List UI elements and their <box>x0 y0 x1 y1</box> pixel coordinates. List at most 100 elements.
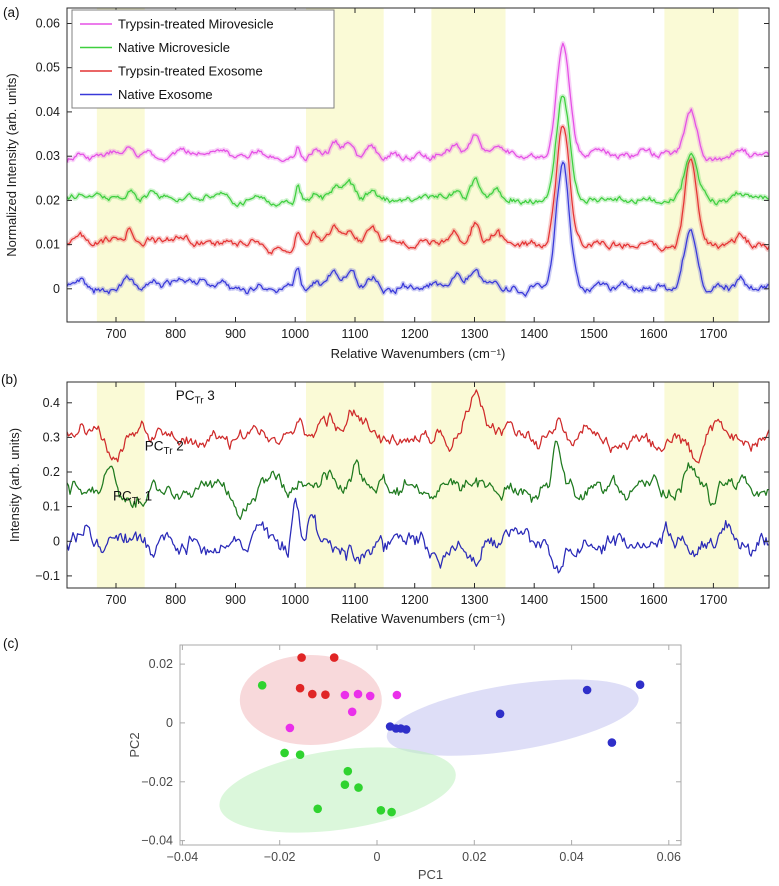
scatter-point-native-microvesicle <box>387 807 396 817</box>
scatter-point-native-microvesicle <box>343 766 353 776</box>
legend-label-trypsin-treated-mirovesicle: Trypsin-treated Mirovesicle <box>118 17 274 32</box>
x-tick-label: 0.06 <box>657 850 681 864</box>
y-tick-label: 0 <box>53 534 60 548</box>
legend: Trypsin-treated Mirovesicle Native Microv… <box>71 9 335 109</box>
x-tick-label: 0.04 <box>559 850 583 864</box>
y-tick-label: 0.02 <box>149 657 173 671</box>
x-axis-label: PC1 <box>418 867 443 882</box>
panel-pc-loadings: 700 800 900 1000 1100 1200 1300 1400 1500 1600 170… <box>7 381 770 626</box>
y-tick-label: 0.05 <box>36 61 60 75</box>
scatter-point-trypsin-treated-microvesicle <box>392 690 402 700</box>
highlight-band <box>664 8 739 322</box>
highlight-band <box>431 8 506 322</box>
y-tick-label: 0.04 <box>36 105 60 119</box>
pc-label-1: PCTr 3 <box>176 388 215 407</box>
plot-box <box>66 381 770 589</box>
plot-box <box>66 7 770 323</box>
x-tick-label: −0.02 <box>264 850 296 864</box>
x-tick-label: 1100 <box>342 593 369 607</box>
scatter-point-trypsin-treated-microvesicle <box>340 690 350 700</box>
x-tick-label: 1300 <box>461 593 489 607</box>
x-tick-label: 900 <box>225 593 246 607</box>
x-tick-label: 1500 <box>580 327 608 341</box>
scatter-point-native-microvesicle <box>313 804 323 814</box>
scatter-point-native-microvesicle <box>280 748 289 758</box>
scatter-point-trypsin-treated-exosome <box>321 690 330 699</box>
legend-label-native-microvesicle: Native Microvesicle <box>118 40 230 55</box>
plot-box <box>179 644 682 846</box>
scatter-point-native-microvesicle <box>295 750 305 759</box>
cluster-ellipse-native-microvesicle-cluster <box>219 747 456 833</box>
y-tick-label: 0 <box>166 716 173 730</box>
scatter-point-native-microvesicle <box>340 780 350 789</box>
scatter-point-trypsin-treated-microvesicle <box>353 689 363 699</box>
y-axis-label: PC2 <box>127 732 142 757</box>
x-tick-label: 1700 <box>699 593 727 607</box>
panel-c-pca-scatter-chart: −0.04 −0.02 0 0.02 0.04 0.06 −0.04 −0.02 0 0.02 PC… <box>127 644 682 882</box>
highlight-band <box>431 382 506 588</box>
panel-a-spectra-chart: 700 800 900 1000 1100 1200 1300 1400 1500 1600 170… <box>4 7 770 361</box>
x-tick-label: 1000 <box>281 327 309 341</box>
panel-raman-spectra: 700 800 900 1000 1100 1200 1300 1400 1500 1600 170… <box>4 7 770 361</box>
y-tick-label: −0.1 <box>35 569 60 583</box>
legend-box <box>71 9 335 109</box>
x-tick-label: −0.04 <box>167 850 199 864</box>
series-line-pctr-3 <box>67 389 769 464</box>
x-tick-label: 1400 <box>520 327 548 341</box>
legend-label-trypsin-treated-exosome: Trypsin-treated Exosome <box>118 64 263 79</box>
series-line-native-exosome <box>67 161 769 297</box>
x-axis-label: Relative Wavenumbers (cm⁻¹) <box>331 346 506 361</box>
legend-label-native-exosome: Native Exosome <box>118 87 213 102</box>
scatter-point-trypsin-treated-exosome <box>308 689 317 699</box>
series-group <box>67 41 769 299</box>
panel-c-label: (c) <box>3 636 19 651</box>
y-tick-label: 0.02 <box>36 193 60 207</box>
panel-b-label: (b) <box>1 372 18 387</box>
x-tick-label: 1000 <box>281 593 309 607</box>
x-tick-label: 1200 <box>401 327 429 341</box>
series-line-trypsin-treated-mirovesicle <box>67 42 769 163</box>
panel-b-loadings-chart: 700 800 900 1000 1100 1200 1300 1400 1500 1600 170… <box>7 381 770 626</box>
x-axis-label: Relative Wavenumbers (cm⁻¹) <box>331 611 506 626</box>
y-tick-label: −0.04 <box>141 834 173 848</box>
y-tick-label: −0.02 <box>141 775 173 789</box>
x-tick-label: 1300 <box>461 327 489 341</box>
scatter-point-native-exosome <box>401 725 411 734</box>
scatter-point-trypsin-treated-microvesicle <box>285 723 295 733</box>
pc-label-2: PCTr 2 <box>145 439 184 458</box>
series-line-pctr-2 <box>67 440 769 520</box>
series-line-pctr-1 <box>67 497 769 574</box>
cluster-ellipse-native-exosome-cluster <box>386 679 639 756</box>
series-group <box>67 389 769 574</box>
y-tick-label: 0 <box>53 282 60 296</box>
x-tick-label: 0.02 <box>462 850 486 864</box>
y-tick-label: 0.06 <box>36 17 60 31</box>
x-tick-label: 900 <box>225 327 246 341</box>
scatter-point-trypsin-treated-microvesicle <box>347 707 357 717</box>
y-tick-label: 0.2 <box>43 465 60 479</box>
x-tick-label: 1100 <box>342 327 369 341</box>
x-tick-label: 700 <box>106 327 127 341</box>
scatter-point-native-microvesicle <box>257 681 267 690</box>
x-tick-label: 1700 <box>699 327 727 341</box>
scatter-point-native-microvesicle <box>376 806 386 815</box>
highlight-band <box>664 382 739 588</box>
highlight-band <box>96 382 145 588</box>
scatter-point-trypsin-treated-exosome <box>295 683 305 693</box>
y-axis-label: Intensity (arb. units) <box>7 428 22 542</box>
scatter-point-native-exosome <box>635 680 645 689</box>
y-tick-label: 0.03 <box>36 149 60 163</box>
scatter-point-trypsin-treated-exosome <box>329 653 339 662</box>
pc-label-3: PCTr 1 <box>113 488 152 507</box>
panel-a-label: (a) <box>3 5 20 20</box>
cluster-ellipse-trypsin-exosome-cluster <box>239 655 382 745</box>
y-tick-label: 0.3 <box>43 430 60 444</box>
y-tick-label: 0.1 <box>43 500 60 514</box>
x-tick-label: 1500 <box>580 593 608 607</box>
x-tick-label: 0 <box>374 850 381 864</box>
y-tick-label: 0.01 <box>36 238 60 252</box>
x-tick-label: 1600 <box>640 327 668 341</box>
x-tick-label: 800 <box>165 593 186 607</box>
series-errorband-native-exosome <box>67 159 769 299</box>
